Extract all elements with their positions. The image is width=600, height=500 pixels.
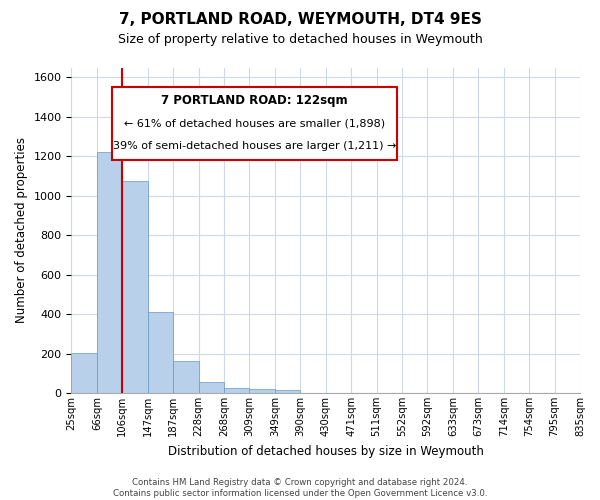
Bar [122, 181, 148, 393]
Bar [199, 382, 224, 393]
Text: 7, PORTLAND ROAD, WEYMOUTH, DT4 9ES: 7, PORTLAND ROAD, WEYMOUTH, DT4 9ES [119, 12, 481, 28]
Bar [97, 152, 122, 393]
Text: ← 61% of detached houses are smaller (1,898): ← 61% of detached houses are smaller (1,… [124, 118, 385, 128]
Bar [173, 362, 199, 393]
Text: Contains HM Land Registry data © Crown copyright and database right 2024.
Contai: Contains HM Land Registry data © Crown c… [113, 478, 487, 498]
Text: 7 PORTLAND ROAD: 122sqm: 7 PORTLAND ROAD: 122sqm [161, 94, 348, 106]
Bar [71, 352, 97, 393]
FancyBboxPatch shape [112, 87, 397, 160]
Bar [224, 388, 250, 393]
Bar [250, 389, 275, 393]
Text: 39% of semi-detached houses are larger (1,211) →: 39% of semi-detached houses are larger (… [113, 140, 396, 150]
Text: Size of property relative to detached houses in Weymouth: Size of property relative to detached ho… [118, 32, 482, 46]
X-axis label: Distribution of detached houses by size in Weymouth: Distribution of detached houses by size … [168, 444, 484, 458]
Bar [275, 390, 300, 393]
Bar [148, 312, 173, 393]
Y-axis label: Number of detached properties: Number of detached properties [15, 138, 28, 324]
